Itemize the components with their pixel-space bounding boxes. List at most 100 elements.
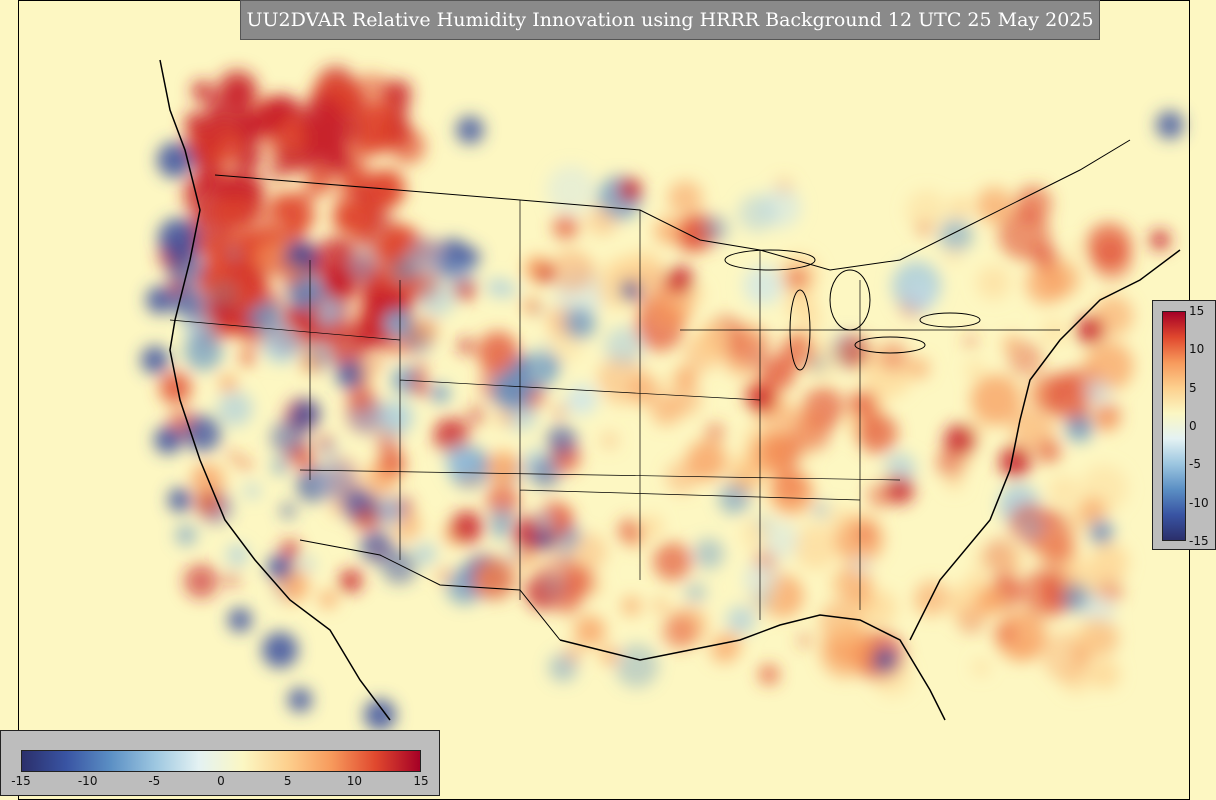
lake-huron <box>829 269 871 331</box>
innovation-patch <box>741 519 771 549</box>
vertical-colorbar-tick: 0 <box>1189 419 1197 433</box>
innovation-patch <box>653 598 669 614</box>
innovation-patch <box>262 632 298 668</box>
innovation-patch <box>255 241 290 275</box>
vertical-colorbar-tick: -10 <box>1189 495 1209 510</box>
innovation-patch <box>620 280 640 300</box>
innovation-patch <box>352 505 378 532</box>
innovation-patch <box>465 464 479 477</box>
innovation-patch <box>856 526 873 543</box>
innovation-patch <box>275 588 287 600</box>
innovation-patch <box>974 548 992 565</box>
innovation-patch <box>970 374 1022 426</box>
innovation-patch <box>1150 230 1170 250</box>
innovation-patch <box>456 116 484 144</box>
innovation-patch <box>852 557 869 573</box>
innovation-patch <box>758 664 780 685</box>
innovation-patch <box>382 79 407 105</box>
innovation-patch <box>759 355 796 392</box>
innovation-patch <box>381 548 418 585</box>
innovation-patch <box>623 250 664 291</box>
innovation-patch <box>491 369 532 410</box>
innovation-patch <box>458 338 474 354</box>
innovation-patch <box>566 384 598 416</box>
vertical-colorbar-tick: -15 <box>1189 534 1209 548</box>
east-coastline <box>909 249 1181 641</box>
innovation-patch <box>1019 515 1044 539</box>
innovation-patch <box>965 360 985 380</box>
innovation-patch <box>334 272 357 295</box>
innovation-patch <box>1041 532 1075 567</box>
innovation-patch <box>1076 316 1104 344</box>
innovation-patch <box>914 580 950 616</box>
innovation-patch <box>369 356 383 370</box>
innovation-patch <box>946 249 961 264</box>
innovation-patch <box>146 286 174 314</box>
innovation-patch <box>327 326 369 369</box>
innovation-patch <box>535 530 555 550</box>
innovation-patch <box>973 659 990 676</box>
gulf-coastline <box>559 614 946 721</box>
innovation-patch <box>391 256 418 284</box>
innovation-patch <box>1043 371 1092 420</box>
innovation-patch <box>154 426 182 454</box>
innovation-patch <box>738 194 776 232</box>
innovation-patch <box>650 395 682 426</box>
innovation-patch <box>228 608 252 632</box>
innovation-patch <box>364 699 396 731</box>
innovation-patch <box>886 476 914 504</box>
innovation-patch <box>266 158 290 182</box>
innovation-patch <box>257 105 271 119</box>
innovation-patch <box>1095 576 1124 605</box>
innovation-patch <box>487 278 507 297</box>
innovation-patch <box>908 357 930 379</box>
innovation-patch <box>621 596 642 616</box>
innovation-patch <box>654 217 682 245</box>
innovation-patch <box>660 376 676 393</box>
innovation-patch <box>653 542 692 581</box>
innovation-patch <box>564 307 596 340</box>
us-mexico-border <box>299 539 561 641</box>
innovation-patch <box>336 361 364 389</box>
innovation-patch <box>877 341 909 372</box>
innovation-patch <box>407 373 425 390</box>
innovation-patch <box>227 450 239 462</box>
innovation-patch <box>232 116 259 143</box>
innovation-patch <box>338 199 380 240</box>
innovation-patch <box>950 196 971 217</box>
horizontal-colorbar-ticks: -15 -10 -5 0 5 10 15 <box>11 774 428 792</box>
vertical-colorbar-tick: 15 <box>1189 304 1205 318</box>
us-canada-border <box>214 139 1131 271</box>
innovation-patch <box>309 301 324 316</box>
innovation-patch <box>992 545 1025 578</box>
innovation-patch <box>837 335 871 369</box>
innovation-patch <box>743 265 784 306</box>
innovation-patch <box>574 615 606 647</box>
innovation-patch <box>523 298 539 314</box>
vertical-colorbar-tick: -5 <box>1189 457 1201 472</box>
innovation-patch <box>290 399 321 429</box>
innovation-patch <box>300 557 315 572</box>
innovation-patch <box>280 502 296 519</box>
innovation-patch <box>975 586 1005 616</box>
innovation-patch <box>529 457 562 489</box>
innovation-patch <box>1047 475 1080 507</box>
innovation-patch <box>693 538 725 570</box>
innovation-patch <box>183 332 223 371</box>
innovation-patch <box>726 605 756 635</box>
innovation-patch <box>262 324 301 363</box>
innovation-patch <box>639 514 664 539</box>
innovation-patch <box>811 501 831 520</box>
innovation-patch <box>486 483 520 517</box>
innovation-patch <box>976 186 1013 224</box>
innovation-patch <box>191 80 213 102</box>
innovation-patch <box>555 405 567 416</box>
innovation-patch <box>793 524 839 570</box>
innovation-patch <box>349 107 398 156</box>
innovation-patch <box>319 590 337 609</box>
innovation-patch <box>495 406 516 427</box>
innovation-patch <box>827 505 853 531</box>
innovation-patch <box>489 507 515 532</box>
innovation-patch <box>410 315 439 344</box>
innovation-patch <box>193 115 229 151</box>
